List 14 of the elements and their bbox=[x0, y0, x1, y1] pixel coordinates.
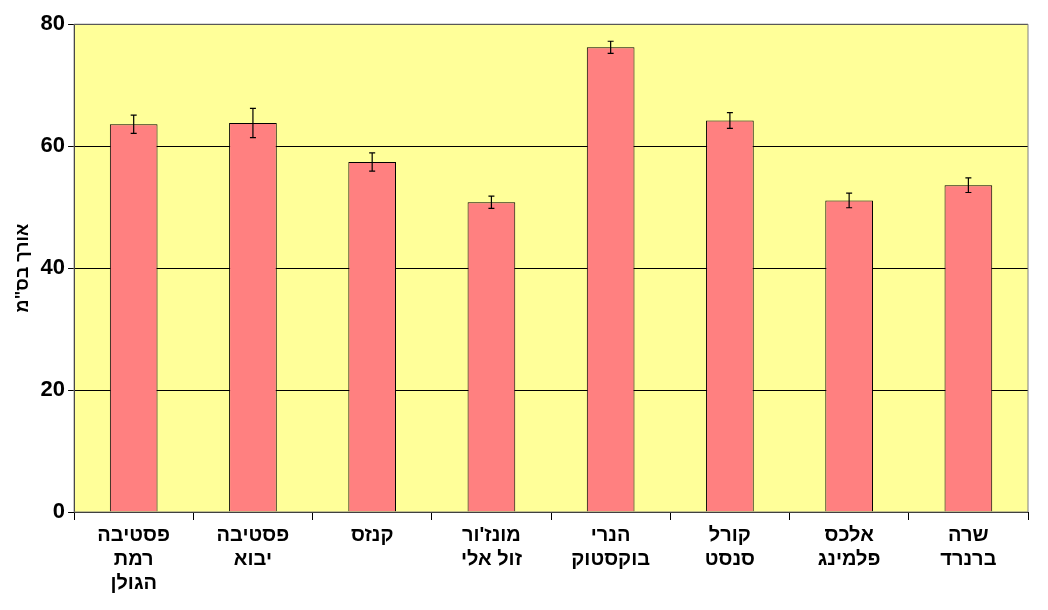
x-tick-label: קורל סנסט bbox=[704, 522, 756, 569]
y-tick-label: 0 bbox=[52, 498, 66, 524]
y-tick-label: 40 bbox=[40, 254, 66, 280]
x-tick-label: קנזס bbox=[350, 522, 394, 545]
x-tick-label: פסטיבה יבוא bbox=[216, 522, 290, 569]
y-tick-label: 20 bbox=[40, 376, 66, 402]
x-tick-label: פסטיבה רמת הגולן bbox=[97, 522, 171, 593]
x-tick-label: הנרי בוקסטוק bbox=[571, 522, 651, 569]
y-tick-label: 60 bbox=[40, 132, 66, 158]
x-tick-label: מונז'ור זול אלי bbox=[460, 522, 523, 569]
x-tick-label: שרה ברנרד bbox=[940, 522, 997, 569]
y-axis-title: אורך בס"מ bbox=[11, 223, 32, 313]
y-tick-label: 80 bbox=[40, 10, 66, 36]
x-tick-label: אלכס פלמינג bbox=[817, 522, 881, 569]
